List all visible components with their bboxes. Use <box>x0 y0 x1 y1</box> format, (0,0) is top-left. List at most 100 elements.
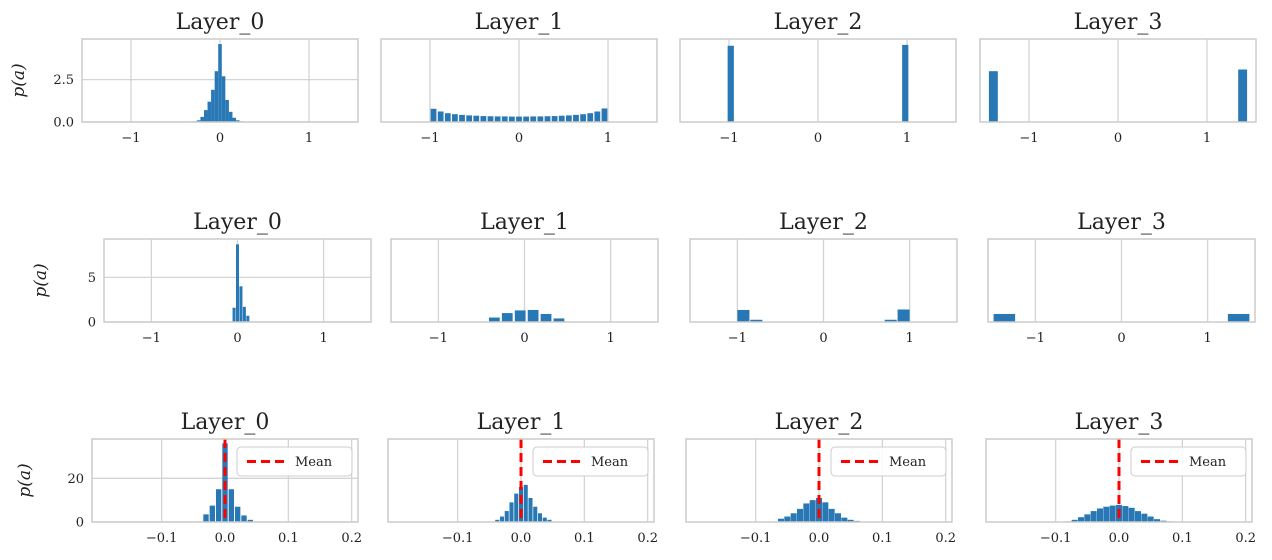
histogram-bar <box>542 517 547 522</box>
subplot-title: Layer_0 <box>181 410 270 435</box>
y-tick-label: 0.0 <box>53 116 74 131</box>
histogram-bar <box>504 511 509 522</box>
histogram-bar <box>211 89 215 122</box>
histogram-bar <box>203 110 208 122</box>
histogram-bar <box>523 484 528 522</box>
x-tick-label: 0 <box>233 331 241 346</box>
histogram-bar <box>480 116 487 122</box>
histogram-bar <box>242 306 246 322</box>
histogram-bar <box>1128 507 1135 522</box>
histogram-bar <box>1122 506 1129 522</box>
plot-frame <box>979 38 1257 123</box>
x-tick-label: 0 <box>1117 331 1125 346</box>
subplot-title: Layer_2 <box>775 410 864 435</box>
histogram-bar <box>727 45 734 122</box>
x-tick-label: 0 <box>819 331 827 346</box>
histogram-bar <box>1141 513 1148 522</box>
x-tick-label: 0.1 <box>1172 531 1193 546</box>
histogram-bar <box>514 310 526 322</box>
x-tick-label: 0.1 <box>278 531 299 546</box>
histogram-bar <box>501 116 508 122</box>
subplot-title: Layer_1 <box>477 410 566 435</box>
plot-frame <box>985 438 1253 523</box>
histogram-bar <box>236 120 240 122</box>
x-tick-label: 0.2 <box>341 531 362 546</box>
histogram-bar <box>993 313 1016 322</box>
histogram-bar <box>528 497 533 522</box>
x-tick-label: 0 <box>1114 131 1122 146</box>
histogram-bar <box>803 503 810 522</box>
legend-label: Mean <box>1189 455 1227 470</box>
histogram-bar <box>459 114 465 122</box>
histogram-bar <box>1153 519 1161 522</box>
x-tick-label: −0.1 <box>146 531 178 546</box>
histogram-bar <box>573 114 579 122</box>
subplot-title: Layer_0 <box>176 10 265 35</box>
histogram-bar <box>228 489 235 522</box>
histogram-bar <box>1147 516 1154 522</box>
y-axis-label: p(a) <box>9 63 29 97</box>
histogram-bar <box>784 516 791 522</box>
subplot-title: Layer_2 <box>774 10 863 35</box>
plot-frame <box>987 238 1256 323</box>
histogram-bar <box>790 513 797 522</box>
histogram-bar <box>988 71 998 122</box>
subplot-title: Layer_2 <box>779 210 868 235</box>
histogram-bar <box>847 519 854 522</box>
x-tick-label: 0.0 <box>511 531 532 546</box>
histogram-bar <box>495 519 500 522</box>
x-tick-label: 0 <box>515 131 523 146</box>
x-tick-label: −1 <box>142 331 161 346</box>
histogram-bar <box>518 487 524 522</box>
subplot-1: Layer_0 −1 0 1 0.0 2.5 p(a) <box>9 10 359 146</box>
subplot-4: Layer_3 −1 0 1 <box>979 10 1257 146</box>
histogram-bar <box>594 111 601 122</box>
histogram-bar <box>209 505 216 522</box>
subplot-2: Layer_1 −1 0 1 <box>380 10 658 146</box>
histogram-bar <box>246 315 250 322</box>
y-axis-label: p(a) <box>31 263 51 297</box>
histogram-bar <box>207 101 212 122</box>
subplot-title: Layer_1 <box>480 210 569 235</box>
x-tick-label: 0.0 <box>809 531 830 546</box>
histogram-bar <box>580 114 586 122</box>
subplot-9: Layer_0 −0.1 0.0 0.1 0.2 0 20 p(a) Mean <box>15 410 362 546</box>
histogram-bar <box>530 116 537 122</box>
x-tick-label: 0 <box>520 331 528 346</box>
plot-frame <box>91 438 359 523</box>
histogram-bar <box>232 307 236 322</box>
histogram-bar <box>508 116 515 122</box>
histogram-bar <box>1109 505 1116 522</box>
histogram-bar <box>796 508 804 522</box>
histogram-bar <box>828 508 835 522</box>
plot-frame <box>390 238 659 323</box>
x-tick-label: −0.1 <box>740 531 772 546</box>
histogram-bar <box>203 514 209 522</box>
histogram-bar <box>241 515 247 522</box>
histogram-bar <box>247 519 254 522</box>
x-tick-label: 0 <box>216 131 224 146</box>
histogram-bar <box>1227 313 1250 322</box>
histogram-bar <box>897 309 910 322</box>
legend-label: Mean <box>889 455 927 470</box>
histogram-bar <box>523 116 530 122</box>
histogram-bar <box>565 115 572 122</box>
histogram-bar <box>1077 517 1085 522</box>
y-axis-label: p(a) <box>15 463 35 497</box>
histogram-bar <box>196 120 201 122</box>
histogram-bar <box>1084 514 1091 522</box>
subplot-title: Layer_1 <box>475 10 564 35</box>
histogram-bar <box>737 309 750 322</box>
histogram-bar <box>841 517 848 522</box>
subplot-title: Layer_3 <box>1074 10 1163 35</box>
histogram-bar <box>488 317 500 322</box>
histogram-bar <box>452 114 458 122</box>
histogram-bar <box>547 519 552 522</box>
histogram-bar <box>473 115 480 122</box>
y-tick-label: 0 <box>76 516 84 531</box>
histogram-bar <box>1238 69 1248 122</box>
subplot-10: Layer_1 −0.1 0.0 0.1 0.2 Mean <box>387 410 658 546</box>
legend: Mean <box>236 446 353 477</box>
legend-box <box>1130 446 1247 477</box>
x-tick-label: −1 <box>429 331 448 346</box>
